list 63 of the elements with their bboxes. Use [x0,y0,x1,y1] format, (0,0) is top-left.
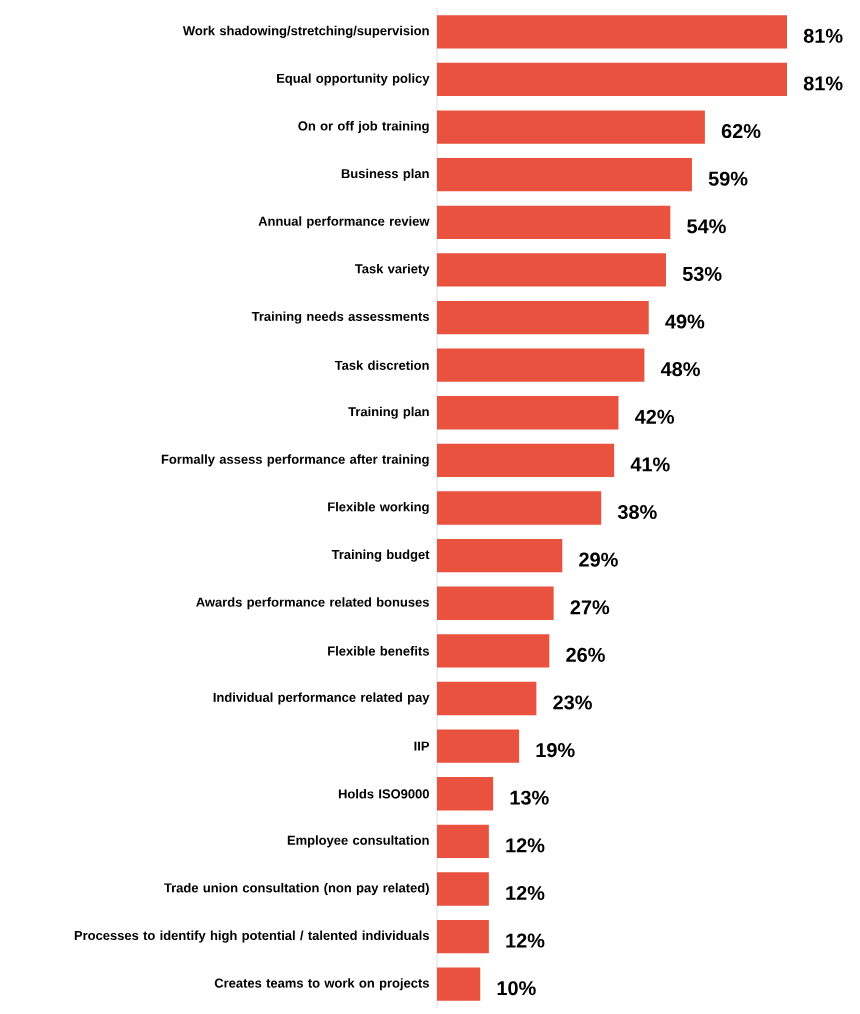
y-tick-label: Awards performance related bonuses [196,597,429,610]
y-tick-label: On or off job training [298,121,429,134]
data-label: 12% [506,885,545,900]
bar [437,729,520,763]
bar [437,62,787,97]
data-label: 62% [721,124,761,139]
y-tick-label: Training budget [331,549,430,562]
bar [437,634,550,668]
bar [437,872,489,906]
y-tick-label: Equal opportunity policy [277,73,430,86]
y-tick-label: Work shadowing/stretching/supervision [182,25,429,38]
y-tick-label: Business plan [341,168,429,181]
data-label: 13% [510,790,549,805]
data-label: 54% [687,219,726,234]
bar [437,824,489,859]
data-label: 53% [682,266,722,281]
bar [437,919,489,954]
y-tick-label: Creates teams to work on projects [214,978,429,991]
bar [437,205,671,239]
data-label: 12% [506,933,545,948]
data-label: 81% [803,28,843,43]
bar [437,967,481,1001]
bar [437,110,705,144]
data-label: 12% [506,838,545,853]
data-label: 81% [803,76,843,91]
y-tick-label: Flexible benefits [328,646,429,656]
bar [437,491,602,525]
bar [437,777,494,811]
data-label: 26% [566,647,605,662]
data-label: 38% [617,504,657,520]
y-tick-label: Annual performance review [258,216,430,229]
bar [437,538,563,573]
y-tick-label: Training needs assessments [251,311,429,324]
bar [437,348,645,382]
data-label: 10% [497,981,536,996]
data-label: 27% [570,600,610,615]
data-label: 49% [665,314,705,329]
data-label: 23% [553,695,592,710]
y-tick-label: Employee consultation [287,835,429,848]
y-tick-label: Individual performance related pay [213,692,430,705]
bar [437,253,667,287]
data-label: 48% [660,362,700,377]
y-tick-label: Task discretion [334,360,429,370]
data-label: 41% [630,457,670,472]
y-tick-label: IIP [414,741,430,751]
bar [437,443,615,478]
bar [437,300,649,335]
y-tick-label: Trade union consultation (non pay related) [164,882,429,895]
data-label: 59% [708,171,748,186]
y-tick-label: Flexible working [328,501,429,515]
y-tick-label: Formally assess performance after training [161,454,429,467]
data-label: 29% [579,552,618,567]
bar [437,158,692,192]
y-tick-label: Holds ISO9000 [338,788,429,799]
y-tick-label: Processes to identify high potential / talented individuals [74,930,429,943]
bar [437,396,619,430]
y-tick-label: Training plan [348,406,429,419]
bar [437,15,787,49]
y-tick-label: Task variety [354,263,430,276]
data-label: 42% [634,409,675,424]
bar [437,681,537,716]
bar [437,586,554,620]
data-label: 19% [536,743,575,758]
